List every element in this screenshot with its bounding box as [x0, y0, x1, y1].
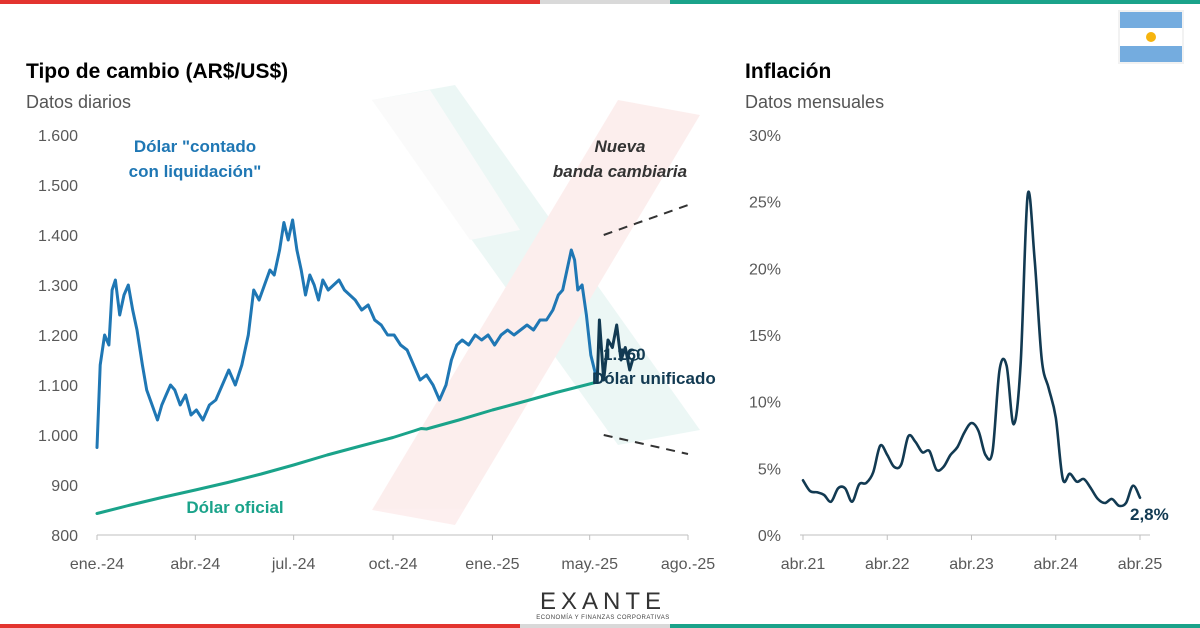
right-y-tick-label: 5%: [758, 461, 781, 478]
logo-tagline: ECONOMÍA Y FINANZAS CORPORATIVAS: [536, 615, 670, 621]
right-chart-title: Inflación: [745, 60, 832, 83]
left-x-tick-label: jul.-24: [271, 556, 316, 573]
right-x-tick-label: abr.24: [1034, 556, 1079, 573]
right-x-axis: abr.21 abr.22 abr.23 abr.24 abr.25: [781, 535, 1163, 573]
right-y-tick-label: 0%: [758, 528, 781, 545]
left-x-tick-label: ago.-25: [661, 556, 715, 573]
right-y-tick-label: 30%: [749, 128, 781, 145]
unified-dollar-label: Dólar unificado: [592, 369, 716, 388]
logo-wordmark: EXANTE: [539, 588, 667, 615]
new-band-lines: [603, 204, 689, 455]
left-y-tick-label: 800: [51, 528, 78, 545]
inflation-line: [801, 190, 1142, 508]
left-y-tick-label: 1.400: [38, 228, 78, 245]
band-line: [603, 434, 689, 455]
exchange-rate-chart: 800 900 1.000 1.100 1.200 1.300 1.400 1.500 1.60…: [38, 128, 716, 573]
right-x-tick-label: abr.25: [1118, 556, 1163, 573]
left-y-tick-label: 1.600: [38, 128, 78, 145]
inflation-last-label: 2,8%: [1130, 505, 1169, 524]
official-dollar-label: Dólar oficial: [186, 498, 283, 517]
series-line: [595, 318, 636, 384]
left-x-tick-label: abr.-24: [170, 556, 220, 573]
left-series-group: [95, 218, 636, 515]
left-chart-subtitle: Datos diarios: [26, 92, 132, 112]
left-chart-title: Tipo de cambio (AR$/US$): [26, 60, 289, 83]
right-y-tick-label: 20%: [749, 261, 781, 278]
top-red-stripe: [0, 0, 540, 4]
argentina-flag-icon: [1118, 10, 1184, 64]
top-teal-stripe: [670, 0, 1200, 4]
band-label-line1: Nueva: [594, 137, 645, 156]
right-y-tick-label: 15%: [749, 328, 781, 345]
left-y-tick-label: 1.100: [38, 378, 78, 395]
band-label-line2: banda cambiaria: [553, 162, 687, 181]
left-x-tick-label: oct.-24: [369, 556, 418, 573]
last-value-marker: [628, 349, 640, 361]
exante-logo: EXANTE ECONOMÍA Y FINANZAS CORPORATIVAS: [528, 590, 678, 623]
bottom-teal-stripe: [670, 624, 1200, 628]
series-line: [95, 218, 599, 449]
left-y-tick-label: 900: [51, 478, 78, 495]
right-y-axis: 0% 5% 10% 15% 20% 25% 30%: [749, 128, 781, 545]
inflation-chart: 0%5%10%15%20%25%30% abr.21 abr.22 abr.23 ab…: [749, 128, 1169, 573]
left-x-tick-label: ene.-25: [465, 556, 519, 573]
bottom-red-stripe: [0, 624, 520, 628]
right-x-tick-label: abr.21: [781, 556, 826, 573]
top-gray-stripe: [540, 0, 670, 4]
right-y-tick-label: 25%: [749, 195, 781, 212]
right-y-tick-label: 10%: [749, 395, 781, 412]
left-y-axis: 800 900 1.000 1.100 1.200 1.300 1.400 1.500 1.60…: [38, 128, 78, 545]
left-x-axis: ene.-24 abr.-24 jul.-24 oct.-24 ene.-25 may.-…: [70, 535, 715, 573]
left-y-tick-label: 1.300: [38, 278, 78, 295]
left-x-tick-label: ene.-24: [70, 556, 124, 573]
right-series-group: [801, 190, 1142, 508]
last-value-label: 1.160: [603, 345, 646, 364]
bottom-gray-stripe: [520, 624, 670, 628]
left-x-tick-label: may.-25: [561, 556, 618, 573]
right-chart-subtitle: Datos mensuales: [745, 92, 885, 112]
right-x-tick-label: abr.23: [949, 556, 994, 573]
left-y-tick-label: 1.200: [38, 328, 78, 345]
left-y-tick-label: 1.000: [38, 428, 78, 445]
ccl-label-line2: con liquidación": [129, 162, 262, 181]
right-x-tick-label: abr.22: [865, 556, 910, 573]
ccl-label-line1: Dólar "contado: [134, 137, 256, 156]
series-line: [95, 380, 599, 515]
left-y-tick-label: 1.500: [38, 178, 78, 195]
